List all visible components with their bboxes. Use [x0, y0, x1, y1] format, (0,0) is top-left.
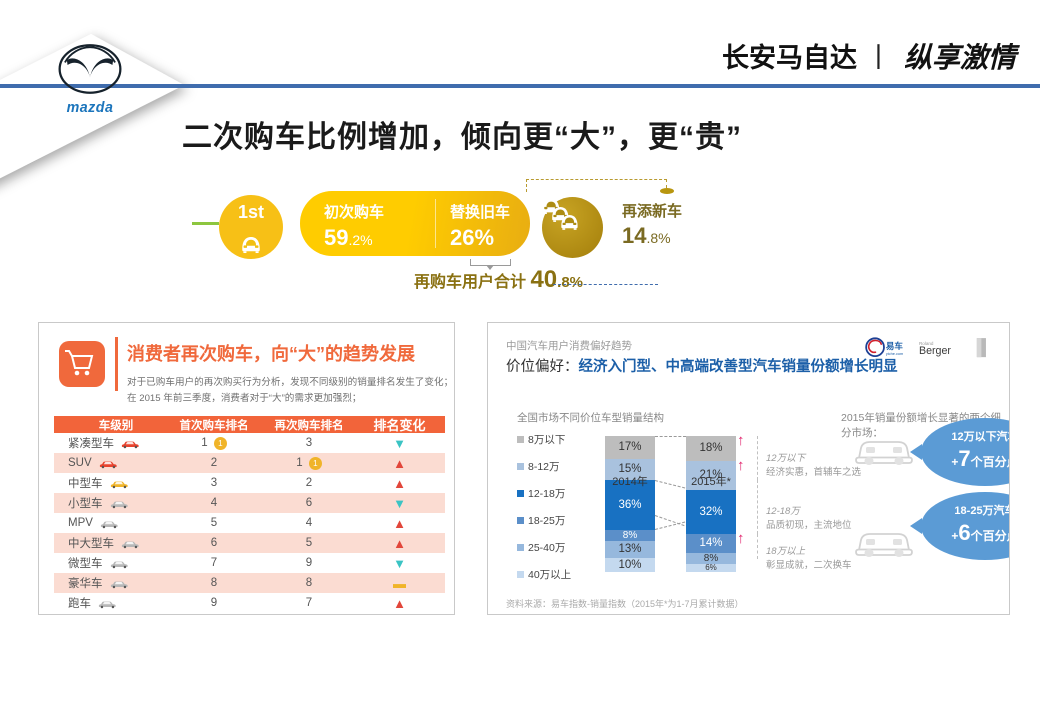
- svg-text:Berger: Berger: [919, 345, 951, 357]
- svg-text:yiche.com: yiche.com: [886, 351, 903, 356]
- svg-text:易车: 易车: [886, 341, 904, 351]
